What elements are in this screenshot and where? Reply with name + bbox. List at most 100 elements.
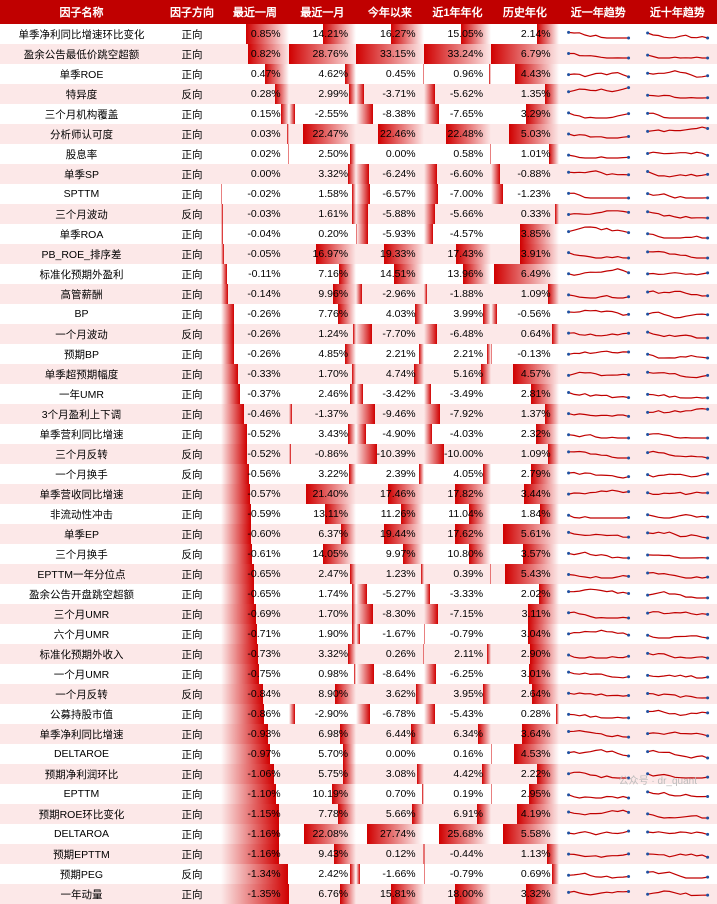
val-month: 1.58% xyxy=(289,184,357,204)
val-month: 7.16% xyxy=(289,264,357,284)
table-row: 非流动性冲击正向-0.59%13.11%11.26%11.04%1.84% xyxy=(0,504,717,524)
spark-1y xyxy=(559,64,638,84)
spark-1y xyxy=(559,84,638,104)
factor-dir: 正向 xyxy=(163,524,221,544)
val-week: -0.56% xyxy=(221,464,289,484)
val-month: 8.90% xyxy=(289,684,357,704)
val-hist: 2.64% xyxy=(491,684,559,704)
val-month: -2.55% xyxy=(289,104,357,124)
val-week: -0.59% xyxy=(221,504,289,524)
val-ytd: 33.15% xyxy=(356,44,424,64)
spark-10y xyxy=(638,464,717,484)
factor-name: 一年动量 xyxy=(0,884,163,904)
val-week: 0.15% xyxy=(221,104,289,124)
val-month: 3.32% xyxy=(289,164,357,184)
val-month: 6.37% xyxy=(289,524,357,544)
val-week: -0.61% xyxy=(221,544,289,564)
factor-name: 一个月波动 xyxy=(0,324,163,344)
col-header-8: 近十年趋势 xyxy=(638,0,717,24)
val-1y: 2.21% xyxy=(424,344,492,364)
table-row: 一年UMR正向-0.37%2.46%-3.42%-3.49%2.81% xyxy=(0,384,717,404)
spark-1y xyxy=(559,124,638,144)
spark-1y xyxy=(559,344,638,364)
val-1y: -10.00% xyxy=(424,444,492,464)
val-week: -1.35% xyxy=(221,884,289,904)
spark-10y xyxy=(638,244,717,264)
spark-10y xyxy=(638,204,717,224)
spark-10y xyxy=(638,504,717,524)
factor-dir: 正向 xyxy=(163,704,221,724)
spark-1y xyxy=(559,624,638,644)
factor-name: 预期BP xyxy=(0,344,163,364)
table-row: 单季营收同比增速正向-0.57%21.40%17.46%17.82%3.44% xyxy=(0,484,717,504)
col-header-1: 因子方向 xyxy=(163,0,221,24)
factor-dir: 正向 xyxy=(163,24,221,44)
val-hist: 3.64% xyxy=(491,724,559,744)
spark-1y xyxy=(559,24,638,44)
factor-name: 标准化预期外收入 xyxy=(0,644,163,664)
spark-10y xyxy=(638,864,717,884)
val-1y: -0.79% xyxy=(424,864,492,884)
spark-10y xyxy=(638,784,717,804)
spark-10y xyxy=(638,84,717,104)
spark-10y xyxy=(638,224,717,244)
factor-name: EPTTM xyxy=(0,784,163,804)
val-1y: -6.25% xyxy=(424,664,492,684)
val-1y: -5.66% xyxy=(424,204,492,224)
factor-name: 预期EPTTM xyxy=(0,844,163,864)
val-1y: 3.99% xyxy=(424,304,492,324)
spark-1y xyxy=(559,44,638,64)
factor-name: 一个月UMR xyxy=(0,664,163,684)
factor-dir: 正向 xyxy=(163,124,221,144)
val-ytd: -3.42% xyxy=(356,384,424,404)
factor-dir: 正向 xyxy=(163,164,221,184)
val-hist: 0.64% xyxy=(491,324,559,344)
val-week: -0.57% xyxy=(221,484,289,504)
val-month: -0.86% xyxy=(289,444,357,464)
factor-name: 一年UMR xyxy=(0,384,163,404)
spark-10y xyxy=(638,644,717,664)
spark-10y xyxy=(638,424,717,444)
factor-dir: 正向 xyxy=(163,744,221,764)
val-1y: 0.58% xyxy=(424,144,492,164)
table-row: 一个月反转反向-0.84%8.90%3.62%3.95%2.64% xyxy=(0,684,717,704)
val-week: -1.16% xyxy=(221,844,289,864)
val-hist: 2.79% xyxy=(491,464,559,484)
spark-1y xyxy=(559,284,638,304)
val-1y: 33.24% xyxy=(424,44,492,64)
val-month: 6.76% xyxy=(289,884,357,904)
table-row: 单季ROE正向0.47%4.62%0.45%0.96%4.43% xyxy=(0,64,717,84)
spark-10y xyxy=(638,724,717,744)
spark-10y xyxy=(638,824,717,844)
val-1y: 4.05% xyxy=(424,464,492,484)
factor-name: DELTAROE xyxy=(0,744,163,764)
val-1y: 13.96% xyxy=(424,264,492,284)
val-ytd: 0.00% xyxy=(356,144,424,164)
spark-1y xyxy=(559,524,638,544)
table-row: 单季营利同比增速正向-0.52%3.43%-4.90%-4.03%2.32% xyxy=(0,424,717,444)
spark-1y xyxy=(559,364,638,384)
factor-dir: 正向 xyxy=(163,404,221,424)
val-week: -0.65% xyxy=(221,584,289,604)
factor-dir: 正向 xyxy=(163,584,221,604)
table-row: 一年动量正向-1.35%6.76%15.81%18.00%3.32% xyxy=(0,884,717,904)
factor-name: 单季净利同比增速环比变化 xyxy=(0,24,163,44)
val-week: 0.28% xyxy=(221,84,289,104)
spark-1y xyxy=(559,244,638,264)
table-row: 标准化预期外收入正向-0.73%3.32%0.26%2.11%2.90% xyxy=(0,644,717,664)
val-hist: 3.32% xyxy=(491,884,559,904)
table-row: DELTAROE正向-0.97%5.70%0.00%0.16%4.53% xyxy=(0,744,717,764)
spark-1y xyxy=(559,324,638,344)
val-1y: 0.19% xyxy=(424,784,492,804)
val-week: -0.26% xyxy=(221,304,289,324)
factor-dir: 正向 xyxy=(163,244,221,264)
spark-10y xyxy=(638,184,717,204)
factor-name: 三个月波动 xyxy=(0,204,163,224)
table-row: 预期ROE环比变化正向-1.15%7.78%5.66%6.91%4.19% xyxy=(0,804,717,824)
val-ytd: -6.24% xyxy=(356,164,424,184)
factor-dir: 正向 xyxy=(163,144,221,164)
factor-name: 特异度 xyxy=(0,84,163,104)
val-month: 10.19% xyxy=(289,784,357,804)
table-row: 分析师认可度正向0.03%22.47%22.46%22.48%5.03% xyxy=(0,124,717,144)
val-month: 2.42% xyxy=(289,864,357,884)
